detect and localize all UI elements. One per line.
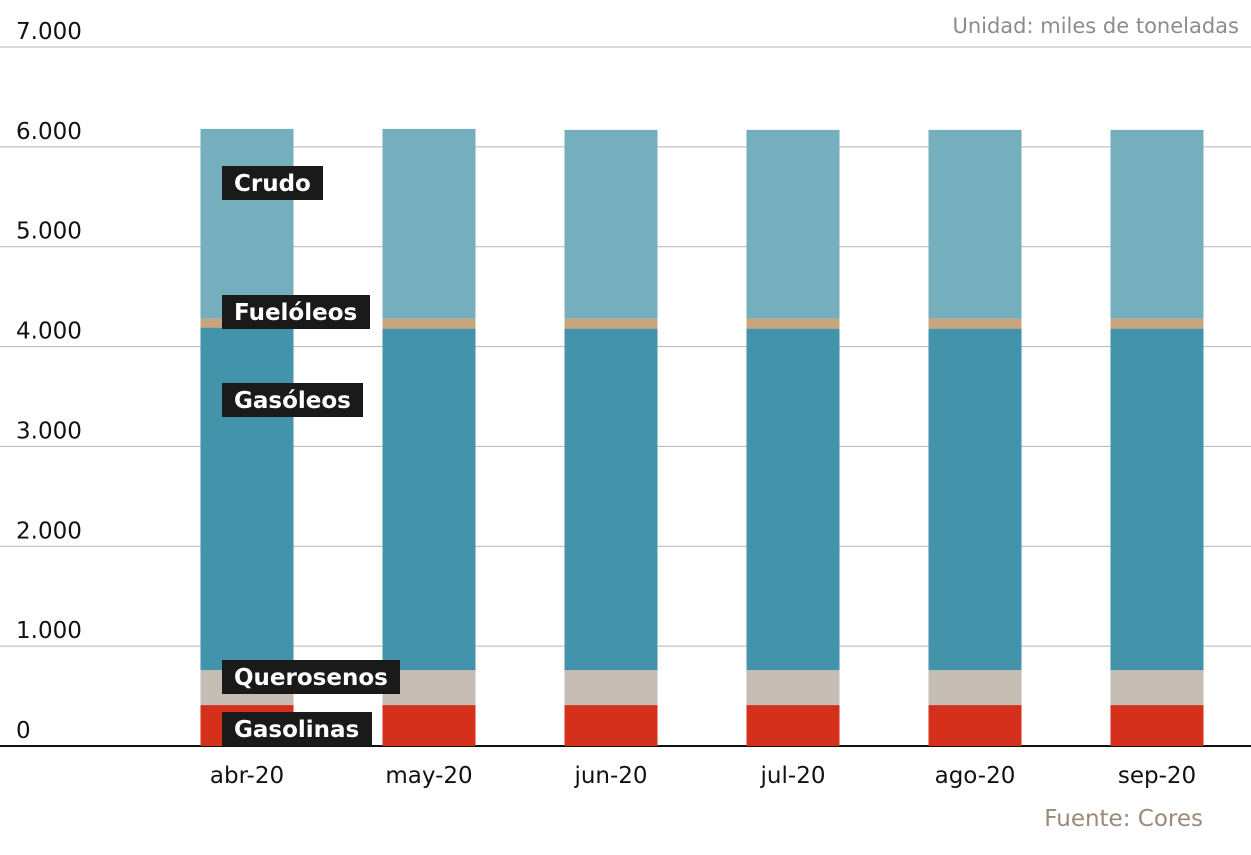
y-tick-label: 5.000 xyxy=(16,219,82,245)
y-tick-label: 4.000 xyxy=(16,319,82,345)
bar-segment-gasolinas xyxy=(746,705,840,746)
bar-segment-fuelóleos xyxy=(382,318,476,329)
y-tick-label: 0 xyxy=(16,718,31,744)
y-tick-label: 3.000 xyxy=(16,418,82,444)
y-tick-label: 1.000 xyxy=(16,618,82,644)
bar-segment-crudo xyxy=(382,128,476,319)
bar-segment-querosenos xyxy=(564,670,658,706)
x-category-label: may-20 xyxy=(385,763,472,789)
series-labels: Gasolinas Querosenos Gasóleos Fuelóleos Crud… xyxy=(222,166,400,746)
y-axis-tick-labels: 0 1.000 2.000 3.000 4.000 5.000 6.000 7.000 xyxy=(16,19,82,744)
bar-segment-gasolinas xyxy=(564,705,658,746)
source-note: Fuente: Cores xyxy=(1044,806,1203,832)
bar-segment-gasolinas xyxy=(928,705,1022,746)
bar-segment-gasóleos xyxy=(382,328,476,671)
series-label-box xyxy=(222,295,370,329)
bar-segment-gasolinas xyxy=(1110,705,1204,746)
series-label-gasolinas: Gasolinas xyxy=(222,712,372,746)
x-category-label: jul-20 xyxy=(760,763,826,789)
bar-segment-fuelóleos xyxy=(746,318,840,329)
x-category-label: ago-20 xyxy=(935,763,1016,789)
bar-segment-crudo xyxy=(928,129,1022,319)
bar-segment-querosenos xyxy=(746,670,840,706)
y-tick-label: 2.000 xyxy=(16,518,82,544)
bar-segment-gasóleos xyxy=(564,328,658,671)
bar-segment-gasóleos xyxy=(928,328,1022,671)
bar-segment-querosenos xyxy=(928,670,1022,706)
series-label-crudo: Crudo xyxy=(222,166,323,200)
bar-segment-fuelóleos xyxy=(1110,318,1204,329)
y-tick-label: 7.000 xyxy=(16,19,82,45)
series-label-text: Querosenos xyxy=(234,665,388,691)
x-category-label: jun-20 xyxy=(573,763,647,789)
bar-segment-crudo xyxy=(200,128,294,319)
series-label-box xyxy=(222,383,363,417)
unit-note: Unidad: miles de toneladas xyxy=(952,14,1239,38)
series-label-gasóleos: Gasóleos xyxy=(222,383,363,417)
series-label-box xyxy=(222,712,372,746)
series-label-text: Crudo xyxy=(234,171,311,197)
bar-segment-gasolinas xyxy=(382,705,476,746)
bar-segment-gasóleos xyxy=(746,328,840,671)
series-label-text: Gasóleos xyxy=(234,388,351,414)
x-axis-category-labels: abr-20 may-20 jun-20 jul-20 ago-20 sep-20 xyxy=(210,763,1196,789)
bar-segment-fuelóleos xyxy=(928,318,1022,329)
bar-segment-crudo xyxy=(1110,129,1204,319)
series-label-fuelóleos: Fuelóleos xyxy=(222,295,370,329)
bar-segment-crudo xyxy=(746,129,840,319)
series-label-querosenos: Querosenos xyxy=(222,660,400,694)
bar-segment-gasóleos xyxy=(1110,328,1204,671)
series-label-text: Gasolinas xyxy=(234,717,359,743)
bar-segment-crudo xyxy=(564,129,658,319)
x-category-label: sep-20 xyxy=(1118,763,1196,789)
series-label-box xyxy=(222,660,400,694)
bar-segment-fuelóleos xyxy=(564,318,658,329)
x-category-label: abr-20 xyxy=(210,763,284,789)
bars xyxy=(200,128,1204,746)
bar-segment-querosenos xyxy=(1110,670,1204,706)
bar-segment-gasóleos xyxy=(200,327,294,671)
series-label-text: Fuelóleos xyxy=(234,300,357,326)
y-tick-label: 6.000 xyxy=(16,119,82,145)
series-label-box xyxy=(222,166,323,200)
